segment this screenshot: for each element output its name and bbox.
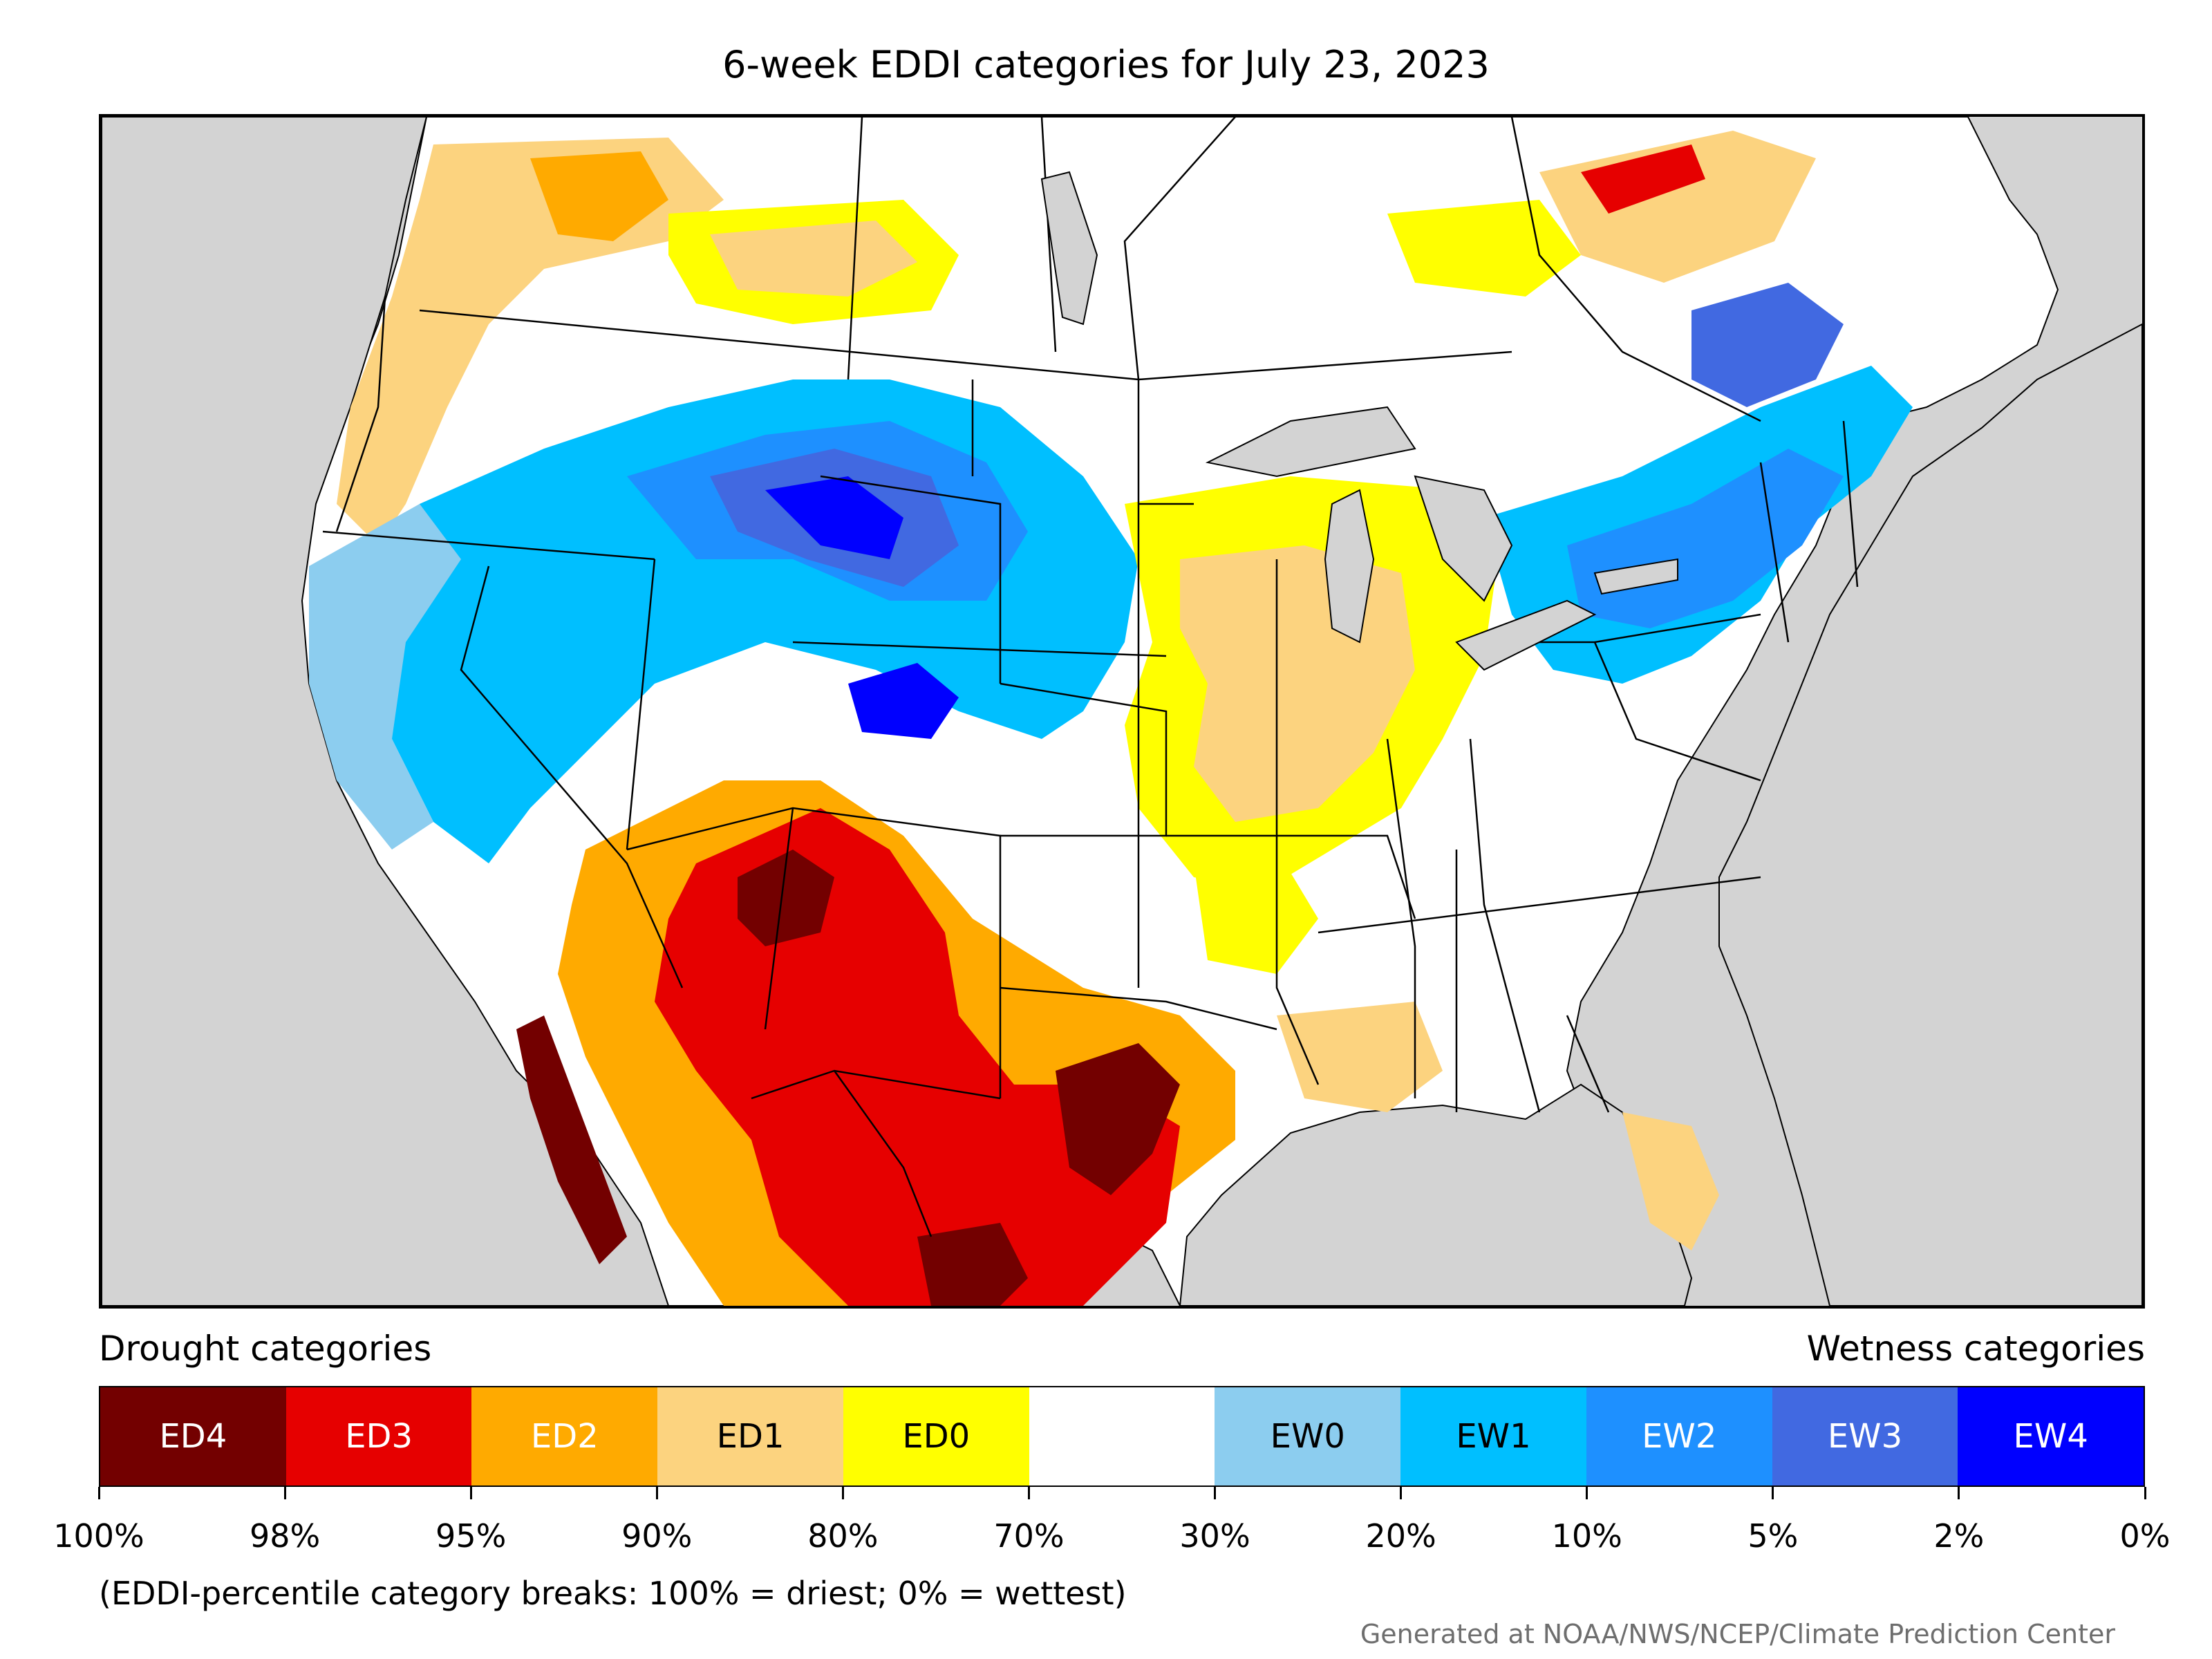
colorbar-tick [2144,1487,2146,1499]
lake-winnipeg [1040,171,1098,326]
pacific [102,117,670,1306]
atlantic [1718,323,2142,1306]
colorbar-tick [97,1487,100,1499]
colorbar-segment-ew1: EW1 [1400,1387,1586,1485]
colorbar-segment-label: EW2 [1642,1417,1717,1456]
colorbar-tick [1214,1487,1217,1499]
patch-ozarks-ed0 [1194,850,1318,974]
patch-wyoming-ew4 [765,476,903,559]
patch-oregon-ed2 [530,151,668,241]
colorbar-segment-label: ED1 [716,1417,785,1456]
colorbar-segment-neutral [1029,1387,1215,1485]
colorbar-tick-label: 90% [621,1517,693,1555]
great-lakes [1040,171,1678,671]
colorbar-tick-label: 70% [993,1517,1065,1555]
colorbar-segment-label: ED4 [159,1417,227,1456]
colorbar-tick-label: 20% [1365,1517,1436,1555]
colorbar-tick [841,1487,844,1499]
category-colorbar: ED4 ED3 ED2 ED1 ED0 EW0 EW1 EW2 EW3 EW4 [99,1386,2145,1487]
colorbar-segment-ed4: ED4 [100,1387,286,1485]
lake-huron [1414,475,1513,602]
colorbar-tick-label: 95% [435,1517,507,1555]
colorbar-tick-label: 0% [2119,1517,2171,1555]
colorbar-ticks [97,1487,2146,1501]
colorbar-tick-label: 100% [53,1517,144,1555]
lake-superior [1205,406,1416,478]
colorbar-tick-label: 2% [1933,1517,1985,1555]
patch-texas-ed4 [1056,1043,1180,1195]
colorbar-tick [469,1487,472,1499]
map-title: 6-week EDDI categories for July 23, 2023 [722,43,1490,86]
colorbar-tick [1772,1487,1774,1499]
patch-south-texas-ed4 [917,1223,1028,1306]
colorbar-segment-label: EW0 [1270,1417,1345,1456]
colorbar-segment-ed0: ED0 [843,1387,1029,1485]
lake-erie [1455,599,1597,671]
colorbar-tick-label: 98% [249,1517,321,1555]
colorbar-segment-ew4: EW4 [1958,1387,2144,1485]
colorbar-segment-label: EW4 [2013,1417,2088,1456]
colorbar-tick-label: 30% [1179,1517,1250,1555]
map-panel [99,114,2145,1309]
colorbar-segment-label: EW3 [1827,1417,1903,1456]
gulf-of-mexico [1179,1083,1693,1306]
colorbar-tick [283,1487,286,1499]
patch-northern-canada-ed1 [710,221,917,297]
colorbar-segment-ew0: EW0 [1215,1387,1401,1485]
colorbar-segment-label: ED3 [345,1417,413,1456]
state-borders [322,117,1859,1237]
colorbar-tick [655,1487,658,1499]
colorbar-segment-ew3: EW3 [1772,1387,1958,1485]
colorbar-tick-label: 10% [1551,1517,1622,1555]
colorbar-segment-ed2: ED2 [471,1387,658,1485]
patch-quebec-ew3 [1691,283,1844,407]
colorbar-segment-ed3: ED3 [285,1387,472,1485]
eddi-map [102,117,2142,1306]
patch-baja-ed4 [516,1015,627,1264]
category-patches [309,131,1913,1306]
colorbar-tick [1958,1487,1960,1499]
colorbar-tick [1400,1487,1403,1499]
drought-categories-heading: Drought categories [99,1329,432,1369]
colorbar-segment-label: ED0 [902,1417,971,1456]
patch-colorado-ew4 [848,663,959,739]
patch-northern-rockies-ew0 [309,504,461,850]
colorbar-tick [1027,1487,1030,1499]
wetness-categories-heading: Wetness categories [1806,1329,2145,1369]
patch-pacific-northwest-ed1 [337,138,724,545]
colorbar-tick-label: 80% [807,1517,879,1555]
patch-florida-ed1 [1622,1112,1719,1250]
patch-southwest-ed4 [738,850,834,946]
credit-line: Generated at NOAA/NWS/NCEP/Climate Predi… [1360,1619,2115,1649]
colorbar-tick [1586,1487,1588,1499]
colorbar-segment-label: EW1 [1456,1417,1531,1456]
lake-ontario [1593,558,1678,595]
lake-michigan [1324,489,1375,644]
colorbar-segment-ew2: EW2 [1586,1387,1772,1485]
colorbar-tick-label: 5% [1747,1517,1799,1555]
patch-quebec-ed3 [1581,144,1705,214]
colorbar-segment-label: ED2 [530,1417,599,1456]
percentile-note: (EDDI-percentile category breaks: 100% =… [99,1575,1127,1612]
colorbar-segment-ed1: ED1 [657,1387,843,1485]
